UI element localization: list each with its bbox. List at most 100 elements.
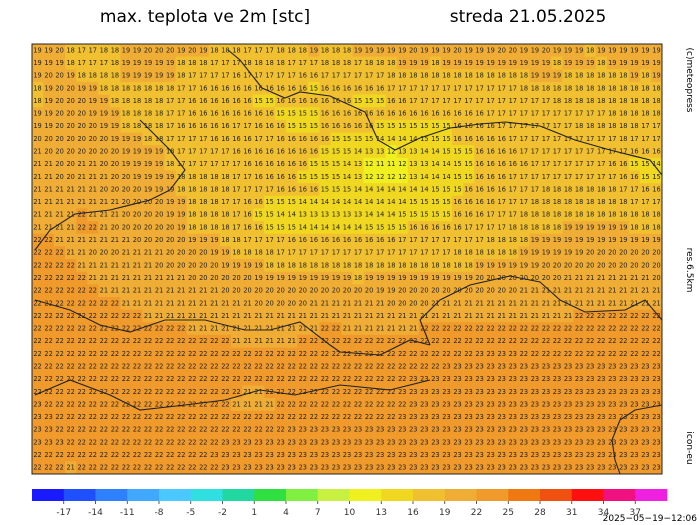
cell-value: 22 [55, 363, 63, 371]
cell-color [595, 132, 608, 146]
cell-value: 22 [100, 438, 108, 446]
cell-value: 23 [619, 400, 627, 408]
cell-color [275, 259, 287, 272]
cell-value: 23 [232, 464, 240, 472]
cell-value: 16 [254, 122, 262, 130]
cell-value: 18 [188, 173, 196, 181]
cell-value: 20 [66, 135, 74, 143]
cell-value: 17 [575, 148, 583, 156]
cell-value: 15 [431, 122, 439, 130]
cell-value: 22 [55, 312, 63, 320]
cell-value: 23 [586, 363, 594, 371]
cell-color [562, 132, 574, 146]
cell-color [650, 195, 663, 209]
cell-value: 22 [398, 400, 406, 408]
colorbar-tick-label: 10 [344, 508, 356, 518]
cell-color [440, 145, 453, 159]
cell-value: 15 [265, 211, 273, 219]
cell-color [463, 334, 475, 348]
cell-value: 14 [365, 211, 373, 219]
cell-color [142, 461, 154, 475]
cell-color [264, 372, 276, 386]
cell-value: 23 [498, 350, 506, 358]
cell-value: 19 [210, 236, 218, 244]
cell-color [131, 436, 143, 450]
cell-value: 18 [144, 110, 152, 118]
cell-color [208, 296, 221, 310]
cell-value: 16 [453, 198, 461, 206]
cell-color [551, 372, 563, 386]
cell-value: 20 [100, 185, 108, 193]
cell-color [341, 221, 353, 235]
cell-color [76, 334, 88, 348]
cell-value: 20 [652, 249, 660, 257]
cell-color [253, 284, 265, 298]
cell-color [429, 436, 442, 450]
cell-color [153, 145, 165, 159]
cell-value: 23 [509, 413, 517, 421]
cell-value: 16 [442, 110, 450, 118]
cell-color [98, 309, 110, 323]
cell-value: 21 [144, 249, 152, 257]
cell-color [639, 372, 652, 386]
cell-color [297, 259, 309, 272]
cell-color [109, 296, 121, 310]
cell-value: 18 [564, 211, 572, 219]
cell-value: 20 [155, 261, 163, 269]
cell-color [297, 221, 309, 235]
cell-value: 12 [376, 173, 384, 181]
cell-value: 19 [89, 84, 97, 92]
cell-color [330, 410, 342, 424]
cell-value: 15 [409, 198, 417, 206]
cell-color [496, 309, 508, 323]
cell-value: 16 [276, 84, 284, 92]
cell-value: 17 [343, 72, 351, 80]
cell-value: 22 [464, 337, 472, 345]
cell-color [507, 195, 519, 209]
cell-color [396, 284, 409, 298]
cell-color [551, 360, 563, 374]
cell-value: 20 [652, 274, 660, 282]
cell-value: 17 [210, 72, 218, 80]
cell-color [153, 436, 165, 450]
cell-value: 11 [387, 160, 395, 168]
cell-color [219, 271, 232, 285]
cell-value: 17 [531, 148, 539, 156]
cell-value: 15 [288, 110, 296, 118]
cell-value: 16 [254, 223, 262, 231]
cell-color [330, 309, 342, 323]
cell-color [164, 360, 176, 374]
cell-color [363, 81, 375, 95]
cell-value: 22 [166, 464, 174, 472]
cell-value: 13 [354, 160, 362, 168]
cell-color [496, 436, 508, 450]
cell-value: 19 [321, 274, 329, 282]
cell-color [573, 360, 585, 374]
cell-value: 20 [409, 299, 417, 307]
cell-value: 21 [100, 198, 108, 206]
colorbar-tick-label: 25 [503, 508, 514, 518]
cell-color [87, 334, 99, 348]
cell-color [43, 233, 55, 247]
cell-color [153, 423, 165, 437]
cell-color [595, 461, 608, 475]
cell-color [584, 436, 596, 450]
cell-color [418, 119, 431, 133]
cell-value: 21 [100, 274, 108, 282]
cell-value: 22 [111, 299, 119, 307]
cell-value: 22 [199, 400, 207, 408]
cell-color [440, 436, 453, 450]
colorbar-segment [349, 489, 382, 501]
cell-value: 20 [509, 46, 517, 54]
cell-value: 22 [343, 375, 351, 383]
cell-color [617, 448, 630, 462]
cell-value: 22 [365, 375, 373, 383]
cell-value: 23 [586, 375, 594, 383]
cell-color [573, 119, 585, 133]
cell-value: 18 [586, 97, 594, 105]
cell-color [54, 448, 66, 462]
cell-value: 16 [276, 148, 284, 156]
cell-color [197, 56, 210, 70]
cell-color [374, 170, 386, 184]
cell-value: 21 [630, 299, 638, 307]
